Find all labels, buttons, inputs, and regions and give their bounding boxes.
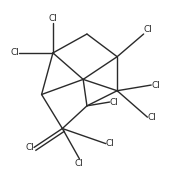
Text: Cl: Cl	[144, 25, 153, 34]
Text: Cl: Cl	[10, 48, 19, 57]
Text: Cl: Cl	[151, 81, 160, 90]
Text: Cl: Cl	[75, 159, 84, 168]
Text: Cl: Cl	[147, 113, 156, 122]
Text: Cl: Cl	[106, 139, 115, 148]
Text: Cl: Cl	[49, 14, 57, 23]
Text: Cl: Cl	[25, 143, 34, 152]
Text: Cl: Cl	[110, 98, 119, 107]
